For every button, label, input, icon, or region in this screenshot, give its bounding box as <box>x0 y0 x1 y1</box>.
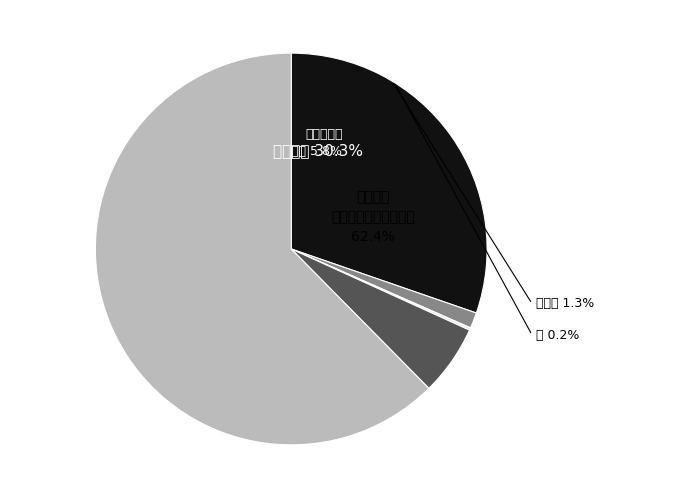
Wedge shape <box>291 53 487 313</box>
Wedge shape <box>291 249 476 328</box>
Text: セルロース
繊維 5.8%: セルロース 繊維 5.8% <box>291 127 342 157</box>
Text: コットン 30.3%: コットン 30.3% <box>273 143 363 158</box>
Text: ウール 1.3%: ウール 1.3% <box>536 297 594 310</box>
Wedge shape <box>95 53 429 445</box>
Wedge shape <box>291 249 470 330</box>
Text: 絹 0.2%: 絹 0.2% <box>536 329 580 342</box>
Text: 合成繊維
（非セルロース繊維）
62.4%: 合成繊維 （非セルロース繊維） 62.4% <box>332 191 415 244</box>
Wedge shape <box>291 249 470 388</box>
